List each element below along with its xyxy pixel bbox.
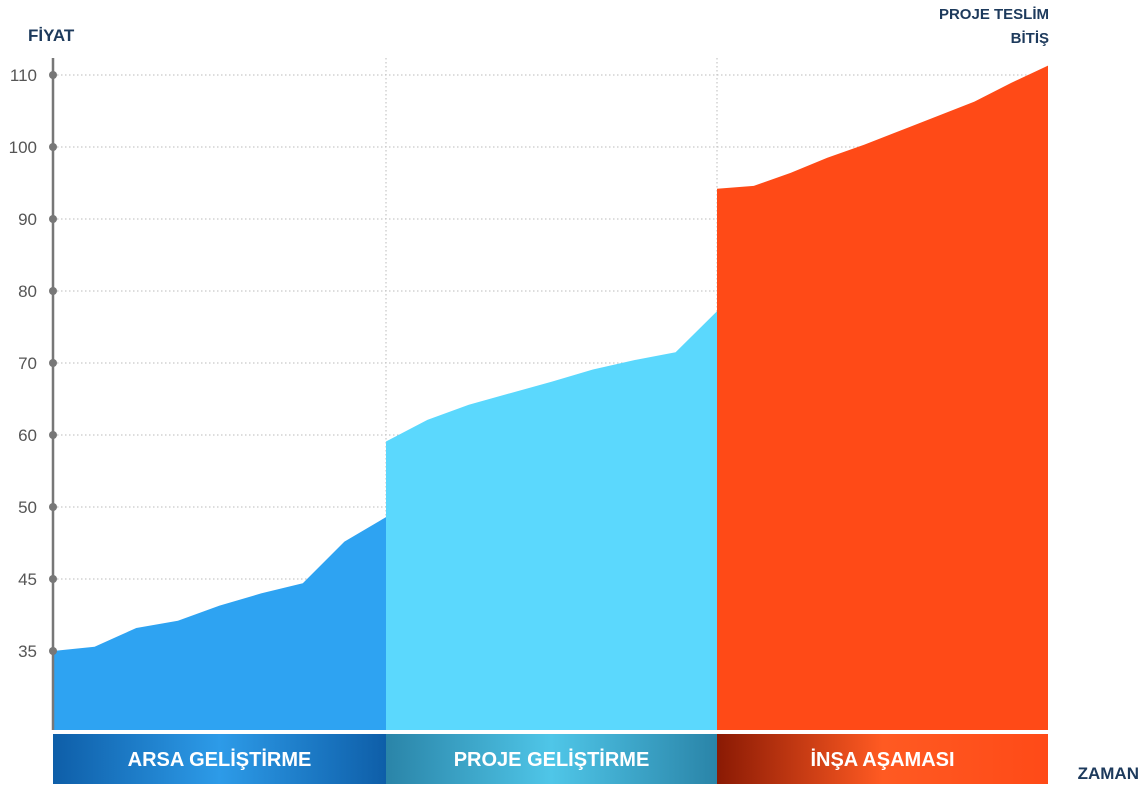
phase-band-2 <box>386 734 717 784</box>
y-tick-dot <box>49 71 57 79</box>
y-tick-dot <box>49 431 57 439</box>
area-3 <box>717 65 1048 731</box>
area-layer <box>53 65 1048 731</box>
area-1 <box>53 517 386 730</box>
phase-label-2: PROJE GELİŞTİRME <box>454 748 650 771</box>
y-tick-dot <box>49 143 57 151</box>
end-label-line-2: BİTİŞ <box>1011 30 1049 47</box>
y-tick-label: 45 <box>18 570 37 589</box>
y-tick-label: 80 <box>18 282 37 301</box>
x-axis-title: ZAMAN <box>1078 764 1139 783</box>
phase-band: ARSA GELİŞTİRME PROJE GELİŞTİRME İNŞA AŞAM… <box>53 734 1048 784</box>
phase-label-3: İNŞA AŞAMASI <box>810 748 954 771</box>
y-tick-label: 50 <box>18 498 37 517</box>
y-tick-label: 90 <box>18 210 37 229</box>
y-tick-label: 110 <box>10 66 37 85</box>
y-tick-label: 60 <box>18 426 37 445</box>
phase-label-1: ARSA GELİŞTİRME <box>128 748 312 771</box>
y-axis-title: FİYAT <box>28 26 75 45</box>
y-tick-dot <box>49 287 57 295</box>
y-tick-label: 35 <box>18 642 37 661</box>
end-label-line-1: PROJE TESLİM <box>939 6 1049 23</box>
y-tick-label: 70 <box>18 354 37 373</box>
area-2 <box>386 311 717 730</box>
y-tick-dot <box>49 503 57 511</box>
axis-layer: 35 45 50 60 70 80 90 100 110 <box>9 58 57 730</box>
y-tick-dot <box>49 215 57 223</box>
y-tick-dot <box>49 359 57 367</box>
y-tick-dot <box>49 575 57 583</box>
phase-band-1 <box>53 734 386 784</box>
y-tick-dot <box>49 647 57 655</box>
phase-band-3 <box>717 734 1048 784</box>
y-tick-label: 100 <box>9 138 37 157</box>
